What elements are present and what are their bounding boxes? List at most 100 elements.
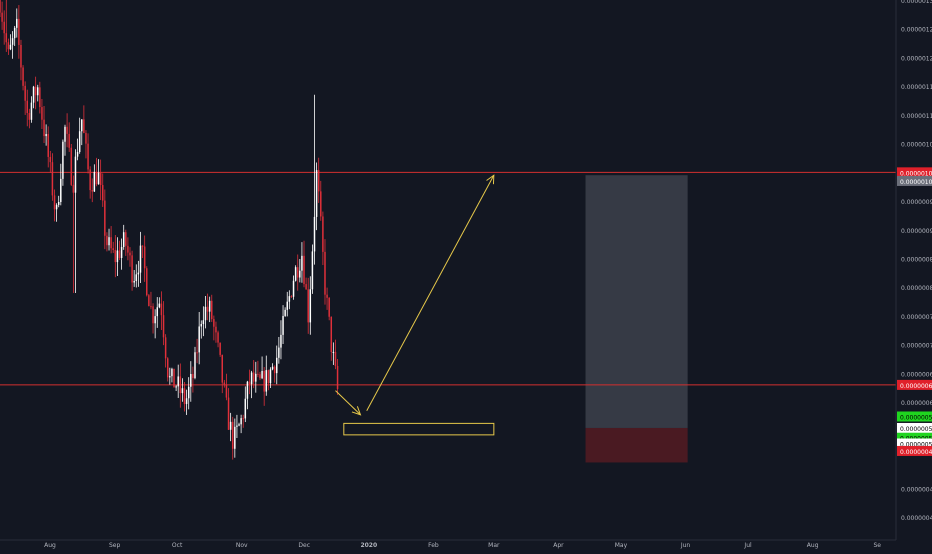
candle-body xyxy=(55,204,58,210)
price-tick-label: 0.00000075 xyxy=(901,314,932,321)
price-label-badge xyxy=(897,432,932,443)
candle-body xyxy=(129,252,131,256)
price-tick-label: 0.00000045 xyxy=(901,486,932,493)
stop-zone[interactable] xyxy=(585,427,688,463)
candle-body xyxy=(101,185,104,201)
candle-body xyxy=(217,332,219,343)
trend-arrow[interactable] xyxy=(366,174,495,411)
candle-body xyxy=(261,371,263,379)
target-zone[interactable] xyxy=(585,175,688,428)
candle-body xyxy=(288,296,291,302)
arrow-head xyxy=(351,406,362,416)
candle-body xyxy=(146,268,148,296)
candle-body xyxy=(175,386,177,388)
price-label-text: 0.00000101 xyxy=(900,179,932,186)
candle-body xyxy=(26,100,29,113)
candle-body xyxy=(122,232,125,247)
candle-body xyxy=(328,297,330,317)
price-tick-label: 0.00000085 xyxy=(901,257,932,264)
candle-body xyxy=(104,200,106,236)
candle-body xyxy=(194,352,196,379)
candle-body xyxy=(95,171,98,185)
candles xyxy=(0,0,339,460)
time-tick-label: May xyxy=(615,542,628,549)
candle-body xyxy=(34,86,37,96)
candle-body xyxy=(290,296,293,298)
price-label-text: 0.00000049 xyxy=(900,449,932,456)
candle-body xyxy=(179,376,182,394)
candle-body xyxy=(89,169,91,191)
candle-body xyxy=(150,306,152,308)
candle-body xyxy=(7,42,10,50)
candle-body xyxy=(200,323,203,327)
time-tick-label: Feb xyxy=(428,542,439,549)
price-tick-label: 0.00000125 xyxy=(901,27,932,34)
candle-body xyxy=(311,251,314,290)
candle-body xyxy=(322,216,324,252)
candle-body xyxy=(43,119,45,137)
candle-body xyxy=(51,162,54,196)
entry-zone-box[interactable] xyxy=(343,422,495,436)
candle-body xyxy=(64,126,66,142)
candle-body xyxy=(66,126,68,134)
time-tick-label: Dec xyxy=(298,542,310,549)
time-tick-label: Oct xyxy=(172,542,183,549)
price-tick-label: 0.00000095 xyxy=(901,199,932,206)
candle-body xyxy=(3,21,5,34)
candle-body xyxy=(202,320,205,324)
candle-body xyxy=(114,249,117,263)
candle-body xyxy=(70,147,73,185)
candle-body xyxy=(198,326,200,353)
candle-body xyxy=(131,255,133,283)
candle-body xyxy=(91,190,94,192)
candle-body xyxy=(276,357,278,374)
time-tick-label: Aug xyxy=(807,542,819,549)
candle-body xyxy=(154,316,156,324)
candle-body xyxy=(53,195,56,210)
candle-body xyxy=(303,255,305,285)
candle-body xyxy=(169,376,171,378)
candle-body xyxy=(39,87,41,108)
candle-body xyxy=(269,369,272,384)
candle-body xyxy=(74,156,77,193)
candle-body xyxy=(221,354,223,383)
candle-body xyxy=(20,44,22,68)
candle-body xyxy=(286,301,288,310)
candle-body xyxy=(242,418,244,420)
candle-body xyxy=(196,352,198,354)
candle-body xyxy=(265,370,268,392)
candle-body xyxy=(190,373,192,387)
candle-body xyxy=(32,86,35,103)
candle-body xyxy=(192,373,194,379)
trend-arrow[interactable] xyxy=(335,390,361,416)
time-tick-label: Mar xyxy=(488,542,500,549)
candle-body xyxy=(278,347,280,358)
time-tick-label: 2020 xyxy=(360,542,377,549)
candle-body xyxy=(313,216,316,252)
candle-body xyxy=(57,201,60,205)
candle-body xyxy=(223,382,226,385)
candle-body xyxy=(152,306,154,324)
candle-body xyxy=(173,368,175,388)
candle-body xyxy=(171,368,173,377)
candle-body xyxy=(236,425,238,427)
candle-body xyxy=(231,421,234,449)
candle-body xyxy=(301,255,303,271)
candle-body xyxy=(18,18,20,45)
time-tick-label: Sep xyxy=(109,542,121,549)
candle-body xyxy=(45,134,47,137)
candle-body xyxy=(294,267,297,281)
candle-body xyxy=(164,337,167,359)
price-label-badge xyxy=(897,167,932,178)
candle-body xyxy=(206,306,209,312)
candle-body xyxy=(271,366,274,370)
price-label-badge xyxy=(897,438,932,449)
candle-body xyxy=(24,85,26,101)
time-tick-label: Jul xyxy=(743,542,752,549)
candle-body xyxy=(259,374,261,379)
